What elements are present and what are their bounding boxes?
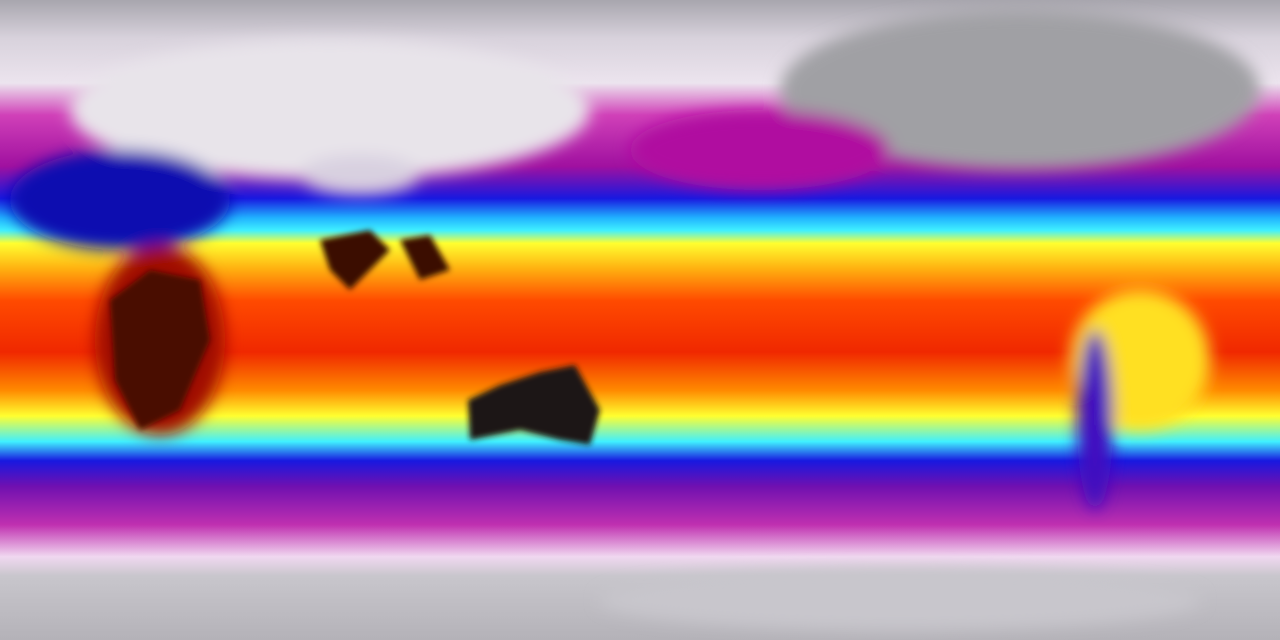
pacific-cold-lobe [630,110,890,190]
australia-region [468,365,600,445]
north-america-region [780,10,1260,170]
southeast-asia-region [400,235,450,280]
asia-cold-region [10,150,230,250]
tibet-region [300,155,420,195]
south-pacific-cold [600,570,1200,630]
africa-hot-region [110,270,210,430]
siberia-region [70,40,590,180]
india-region [320,230,390,290]
andes-region [1077,330,1113,510]
